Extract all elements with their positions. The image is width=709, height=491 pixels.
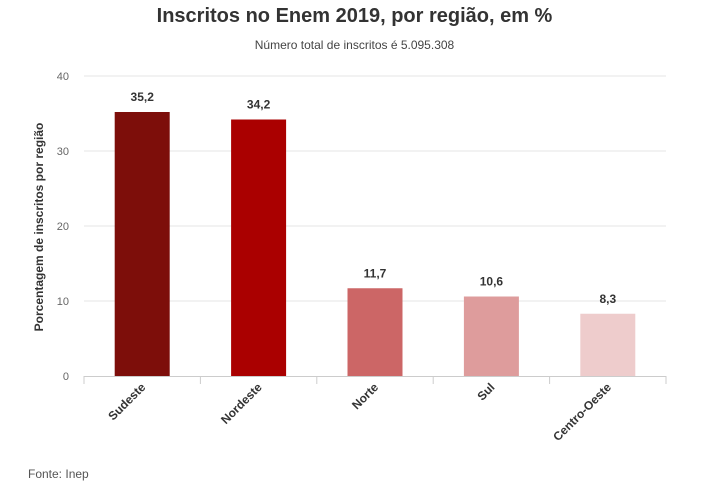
- bar-norte: [347, 288, 403, 376]
- y-tick-label: 30: [57, 146, 69, 158]
- category-label: Sul: [474, 380, 497, 403]
- bar-nordeste: [231, 119, 287, 376]
- x-axis: [83, 376, 667, 384]
- source-note: Fonte: Inep: [28, 467, 89, 481]
- y-axis-label: Porcentagem de inscritos por região: [32, 123, 46, 332]
- y-axis-ticks: 0 10 20 30 40: [57, 71, 69, 383]
- y-tick-label: 0: [63, 371, 69, 383]
- bars: [114, 112, 636, 376]
- category-label: Centro-Oeste: [550, 380, 614, 444]
- y-tick-label: 20: [57, 221, 69, 233]
- data-label: 34,2: [247, 98, 271, 112]
- data-label: 10,6: [480, 275, 504, 289]
- category-label: Sudeste: [105, 380, 148, 423]
- chart-subtitle: Número total de inscritos é 5.095.308: [254, 38, 455, 52]
- data-labels: 35,2 34,2 11,7 10,6 8,3: [131, 90, 617, 306]
- y-tick-label: 40: [57, 71, 69, 83]
- bar-sul: [463, 296, 519, 376]
- data-label: 11,7: [364, 266, 387, 280]
- chart-title: Inscritos no Enem 2019, por região, em %: [156, 5, 553, 27]
- data-label: 35,2: [131, 90, 155, 104]
- y-tick-label: 10: [57, 296, 69, 308]
- bar-centro-oeste: [580, 313, 636, 376]
- category-label: Norte: [349, 380, 381, 412]
- bar-sudeste: [114, 112, 170, 376]
- category-labels: Sudeste Nordeste Norte Sul Centro-Oeste: [105, 380, 614, 444]
- category-label: Nordeste: [218, 380, 265, 427]
- data-label: 8,3: [599, 292, 616, 306]
